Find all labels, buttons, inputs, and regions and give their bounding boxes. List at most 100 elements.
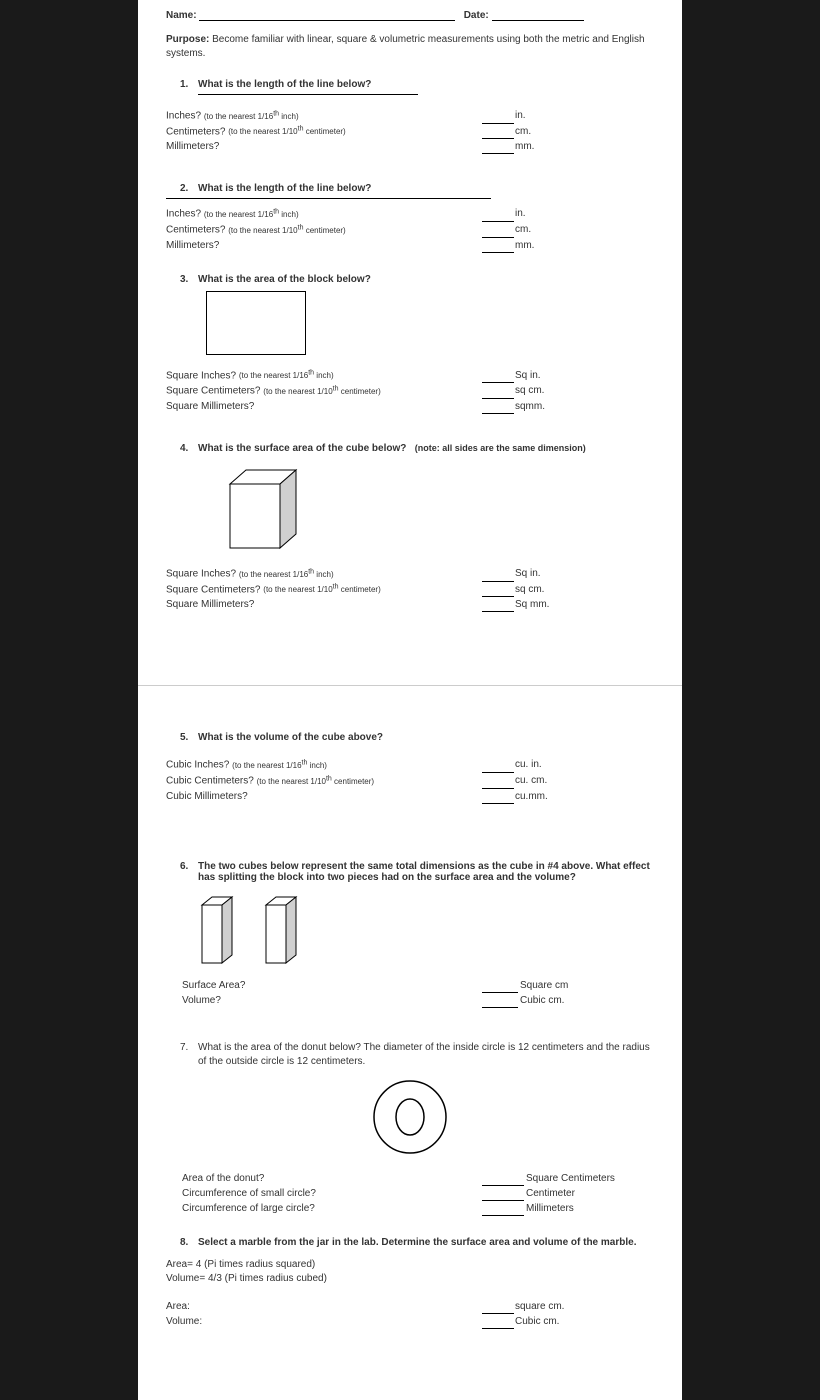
answer-blank[interactable] (482, 384, 514, 399)
q5-row-cucm: Cubic Centimeters? (to the nearest 1/10t… (166, 774, 654, 789)
q2-text: What is the length of the line below? (198, 183, 654, 194)
q7-heading: 7. What is the area of the donut below? … (166, 1041, 654, 1069)
page-2: 5. What is the volume of the cube above?… (138, 685, 682, 1399)
q7-row-circ-large: Circumference of large circle? Millimete… (166, 1202, 654, 1216)
q2-row-cm: Centimeters? (to the nearest 1/10th cent… (166, 223, 654, 238)
q6-row-sa: Surface Area? Square cm (166, 979, 654, 993)
q8-formulas: Area= 4 (Pi times radius squared) Volume… (166, 1258, 654, 1286)
q1-r1-unit: cm. (515, 125, 531, 140)
q2-heading: 2. What is the length of the line below? (166, 183, 654, 194)
formula-volume: Volume= 4/3 (Pi times radius cubed) (166, 1272, 654, 1286)
answer-blank[interactable] (482, 1315, 514, 1329)
answer-blank[interactable] (482, 583, 514, 598)
q5-heading: 5. What is the volume of the cube above? (166, 732, 654, 743)
document: Name: Date: Purpose: Become familiar wit… (138, 0, 682, 1400)
q3-row-sqcm: Square Centimeters? (to the nearest 1/10… (166, 384, 654, 399)
q2-row-inches: Inches? (to the nearest 1/16th inch) in. (166, 207, 654, 222)
q3-text: What is the area of the block below? (198, 274, 654, 285)
date-label: Date: (464, 10, 489, 21)
answer-blank[interactable] (482, 140, 514, 154)
q1-num: 1. (180, 79, 198, 90)
answer-blank[interactable] (482, 994, 518, 1008)
formula-area: Area= 4 (Pi times radius squared) (166, 1258, 654, 1272)
q5-text: What is the volume of the cube above? (198, 732, 654, 743)
q8-row-area: Area: square cm. (166, 1300, 654, 1314)
answer-blank[interactable] (482, 109, 514, 124)
q2-row-mm: Millimeters? mm. (166, 239, 654, 253)
q1-line (198, 94, 418, 95)
q7-num: 7. (180, 1041, 198, 1069)
q3-rows: Square Inches? (to the nearest 1/16th in… (166, 369, 654, 414)
q4-row-sqmm: Square Millimeters? Sq mm. (166, 598, 654, 612)
q7-text: What is the area of the donut below? The… (198, 1041, 654, 1069)
q1-rows: Inches? (to the nearest 1/16th inch) in.… (166, 109, 654, 154)
q4-row-sqcm: Square Centimeters? (to the nearest 1/10… (166, 583, 654, 598)
q1-row-mm: Millimeters? mm. (166, 140, 654, 154)
q8-text: Select a marble from the jar in the lab.… (198, 1237, 654, 1248)
q6-row-vol: Volume? Cubic cm. (166, 994, 654, 1008)
q4-rows: Square Inches? (to the nearest 1/16th in… (166, 567, 654, 612)
answer-blank[interactable] (482, 567, 514, 582)
answer-blank[interactable] (482, 1300, 514, 1314)
answer-blank[interactable] (482, 1187, 524, 1201)
q5-rows: Cubic Inches? (to the nearest 1/16th inc… (166, 758, 654, 803)
q1-r2-label: Millimeters? (166, 141, 219, 152)
q5-row-cumm: Cubic Millimeters? cu.mm. (166, 790, 654, 804)
answer-blank[interactable] (482, 758, 514, 773)
answer-blank[interactable] (482, 790, 514, 804)
donut-shape (166, 1079, 654, 1158)
page-1: Name: Date: Purpose: Become familiar wit… (138, 0, 682, 683)
q4-heading: 4. What is the surface area of the cube … (166, 443, 654, 454)
q2-rows: Inches? (to the nearest 1/16th inch) in.… (166, 207, 654, 252)
answer-blank[interactable] (482, 125, 514, 140)
q2-line (166, 198, 491, 199)
name-blank[interactable] (199, 10, 455, 21)
q6-text: The two cubes below represent the same t… (198, 861, 654, 883)
answer-blank[interactable] (482, 239, 514, 253)
q3-row-sqmm: Square Millimeters? sqmm. (166, 400, 654, 414)
q7-rows: Area of the donut? Square Centimeters Ci… (166, 1172, 654, 1216)
q3-heading: 3. What is the area of the block below? (166, 274, 654, 285)
q6-num: 6. (180, 861, 198, 883)
q1-text: What is the length of the line below? (198, 79, 654, 90)
q1-r1-label: Centimeters? (166, 126, 225, 137)
q8-heading: 8. Select a marble from the jar in the l… (166, 1237, 654, 1248)
answer-blank[interactable] (482, 979, 518, 993)
date-blank[interactable] (492, 10, 584, 21)
q4-text: What is the surface area of the cube bel… (198, 443, 406, 454)
answer-blank[interactable] (482, 369, 514, 384)
q3-num: 3. (180, 274, 198, 285)
q7-row-area: Area of the donut? Square Centimeters (166, 1172, 654, 1186)
q5-num: 5. (180, 732, 198, 743)
cube-shape (222, 466, 654, 553)
q4-num: 4. (180, 443, 198, 454)
q7-row-circ-small: Circumference of small circle? Centimete… (166, 1187, 654, 1201)
rectangle-shape (206, 291, 306, 355)
purpose: Purpose: Become familiar with linear, sq… (166, 33, 654, 61)
answer-blank[interactable] (482, 1202, 524, 1216)
q1-r0-unit: in. (515, 109, 526, 124)
two-prisms (198, 895, 654, 965)
q1-r2-unit: mm. (515, 140, 534, 154)
q6-rows: Surface Area? Square cm Volume? Cubic cm… (166, 979, 654, 1008)
purpose-label: Purpose: (166, 34, 209, 45)
q3-row-sqin: Square Inches? (to the nearest 1/16th in… (166, 369, 654, 384)
q1-row-inches: Inches? (to the nearest 1/16th inch) in. (166, 109, 654, 124)
q8-num: 8. (180, 1237, 198, 1248)
answer-blank[interactable] (482, 598, 514, 612)
q2-num: 2. (180, 183, 198, 194)
prism-shape (198, 895, 238, 965)
purpose-text: Become familiar with linear, square & vo… (166, 34, 645, 59)
q5-row-cuin: Cubic Inches? (to the nearest 1/16th inc… (166, 758, 654, 773)
q4-note: (note: all sides are the same dimension) (415, 443, 586, 453)
q1-r0-label: Inches? (166, 111, 201, 122)
answer-blank[interactable] (482, 223, 514, 238)
q8-row-volume: Volume: Cubic cm. (166, 1315, 654, 1329)
q6-heading: 6. The two cubes below represent the sam… (166, 861, 654, 883)
answer-blank[interactable] (482, 207, 514, 222)
q1-row-cm: Centimeters? (to the nearest 1/10th cent… (166, 125, 654, 140)
answer-blank[interactable] (482, 774, 514, 789)
answer-blank[interactable] (482, 400, 514, 414)
q4-row-sqin: Square Inches? (to the nearest 1/16th in… (166, 567, 654, 582)
answer-blank[interactable] (482, 1172, 524, 1186)
